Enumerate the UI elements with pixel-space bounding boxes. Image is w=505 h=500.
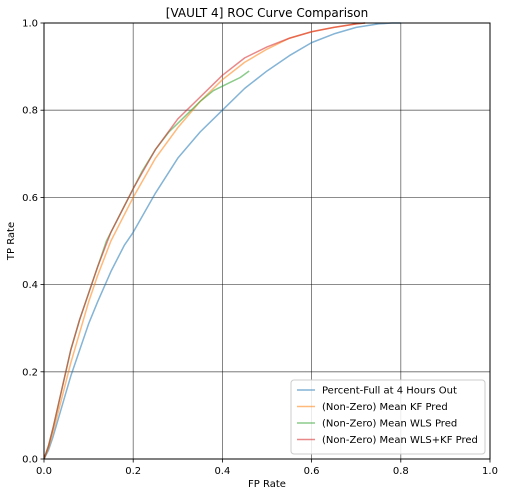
- plot-border: [43, 22, 491, 460]
- x-axis-label: FP Rate: [248, 479, 286, 490]
- y-tick-label: 1.0: [22, 19, 38, 30]
- legend-label: (Non-Zero) Mean WLS+KF Pred: [322, 435, 478, 446]
- x-tick-label: 0.0: [36, 466, 52, 477]
- y-axis-label: TP Rate: [6, 222, 17, 261]
- y-tick-label: 0.8: [22, 106, 38, 117]
- series-lines: [43, 22, 401, 460]
- x-tick-label: 0.6: [304, 466, 320, 477]
- x-tick-label: 0.2: [125, 466, 141, 477]
- x-tick-label: 0.4: [214, 466, 230, 477]
- y-tick-label: 0.6: [22, 193, 38, 204]
- x-tick-label: 0.8: [393, 466, 409, 477]
- legend-label: (Non-Zero) Mean KF Pred: [322, 402, 448, 413]
- legend: Percent-Full at 4 Hours Out (Non-Zero) Me…: [290, 379, 486, 455]
- legend-label: Percent-Full at 4 Hours Out: [322, 386, 457, 397]
- y-tick-label: 0.0: [22, 455, 38, 466]
- legend-label: (Non-Zero) Mean WLS Pred: [322, 419, 457, 430]
- y-tick-label: 0.4: [22, 280, 38, 291]
- series-line-4: [43, 22, 366, 460]
- y-tick-label: 0.2: [22, 367, 38, 378]
- grid: [43, 22, 491, 460]
- series-line-1: [43, 22, 401, 460]
- legend-box: [290, 379, 486, 455]
- axis-ticks: 0.0 0.2 0.4 0.6 0.8 1.0 0.0 0.2 0.4 0.6 0.8 1.0: [22, 19, 498, 478]
- x-tick-label: 1.0: [482, 466, 498, 477]
- chart-title: [VAULT 4] ROC Curve Comparison: [166, 6, 368, 20]
